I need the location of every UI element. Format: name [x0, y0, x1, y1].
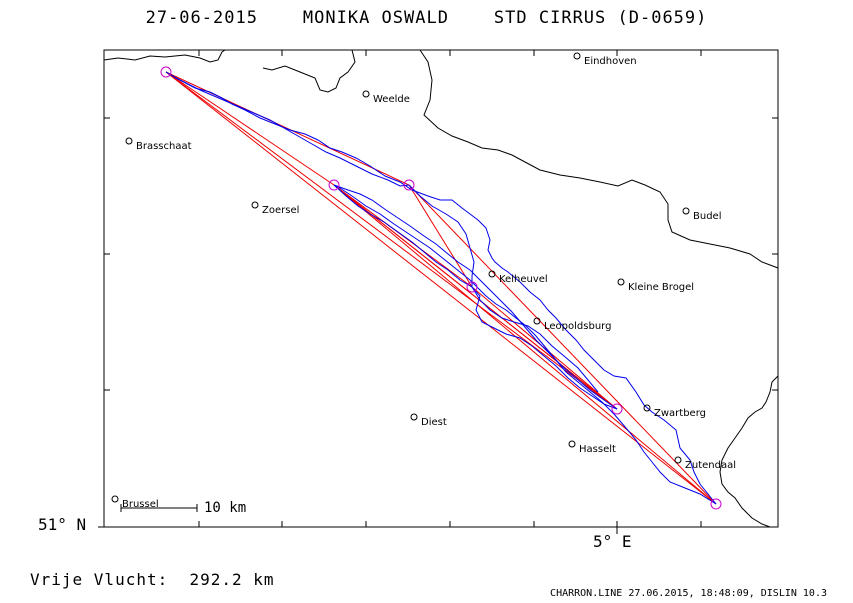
- map-title: 27-06-2015 MONIKA OSWALD STD CIRRUS (D-0…: [0, 8, 853, 28]
- svg-text:Budel: Budel: [693, 211, 721, 222]
- svg-text:Zwartberg: Zwartberg: [654, 408, 706, 419]
- svg-text:Kelheuvel: Kelheuvel: [499, 274, 548, 285]
- flight-track: [165, 71, 717, 505]
- flight-date: 27-06-2015: [145, 8, 258, 28]
- map-frame: [103, 49, 779, 528]
- turnpoints: [160, 66, 722, 510]
- scale-label: 10 km: [204, 500, 247, 516]
- svg-text:Zutendaal: Zutendaal: [685, 460, 736, 471]
- country-border: [103, 49, 779, 528]
- svg-text:Leopoldsburg: Leopoldsburg: [544, 321, 611, 332]
- scale-bar: [120, 504, 198, 512]
- software-credit: CHARRON.LINE 27.06.2015, 18:48:09, DISLI…: [550, 588, 827, 599]
- svg-text:Zoersel: Zoersel: [262, 205, 299, 216]
- glider-name: STD CIRRUS (D-0659): [493, 8, 708, 28]
- city-hasselt: Hasselt: [568, 440, 616, 455]
- city-leopoldsburg: Leopoldsburg: [533, 317, 611, 332]
- city-zoersel: Zoersel: [251, 201, 299, 216]
- city-brussel: Brussel: [111, 495, 159, 510]
- svg-text:Weelde: Weelde: [373, 94, 410, 105]
- svg-text:Diest: Diest: [421, 417, 447, 428]
- city-diest: Diest: [410, 413, 447, 428]
- city-eindhoven: Eindhoven: [573, 52, 637, 67]
- svg-text:Eindhoven: Eindhoven: [584, 56, 637, 67]
- city-zwartberg: Zwartberg: [643, 404, 706, 419]
- city-brasschaat: Brasschaat: [125, 137, 192, 152]
- city-zutendaal: Zutendaal: [674, 456, 736, 471]
- svg-text:Kleine Brogel: Kleine Brogel: [628, 282, 694, 293]
- city-weelde: Weelde: [362, 90, 410, 105]
- city-markers: Eindhoven Weelde Brasschaat Zoersel Bude…: [111, 52, 736, 510]
- svg-text:Hasselt: Hasselt: [579, 444, 616, 455]
- city-kleine-brogel: Kleine Brogel: [617, 278, 694, 293]
- distance-label: Vrije Vlucht:: [30, 570, 169, 589]
- axis-ticks: [98, 50, 778, 534]
- latitude-label: 51° N: [38, 515, 87, 534]
- distance-readout: Vrije Vlucht: 292.2 km: [30, 570, 275, 589]
- city-koersel: Kelheuvel: [488, 270, 548, 285]
- longitude-label: 5° E: [593, 532, 632, 551]
- city-budel: Budel: [682, 207, 721, 222]
- distance-value: 292.2 km: [189, 570, 275, 589]
- svg-text:Brussel: Brussel: [122, 499, 159, 510]
- svg-text:Brasschaat: Brasschaat: [136, 141, 192, 152]
- pilot-name: MONIKA OSWALD: [302, 8, 449, 28]
